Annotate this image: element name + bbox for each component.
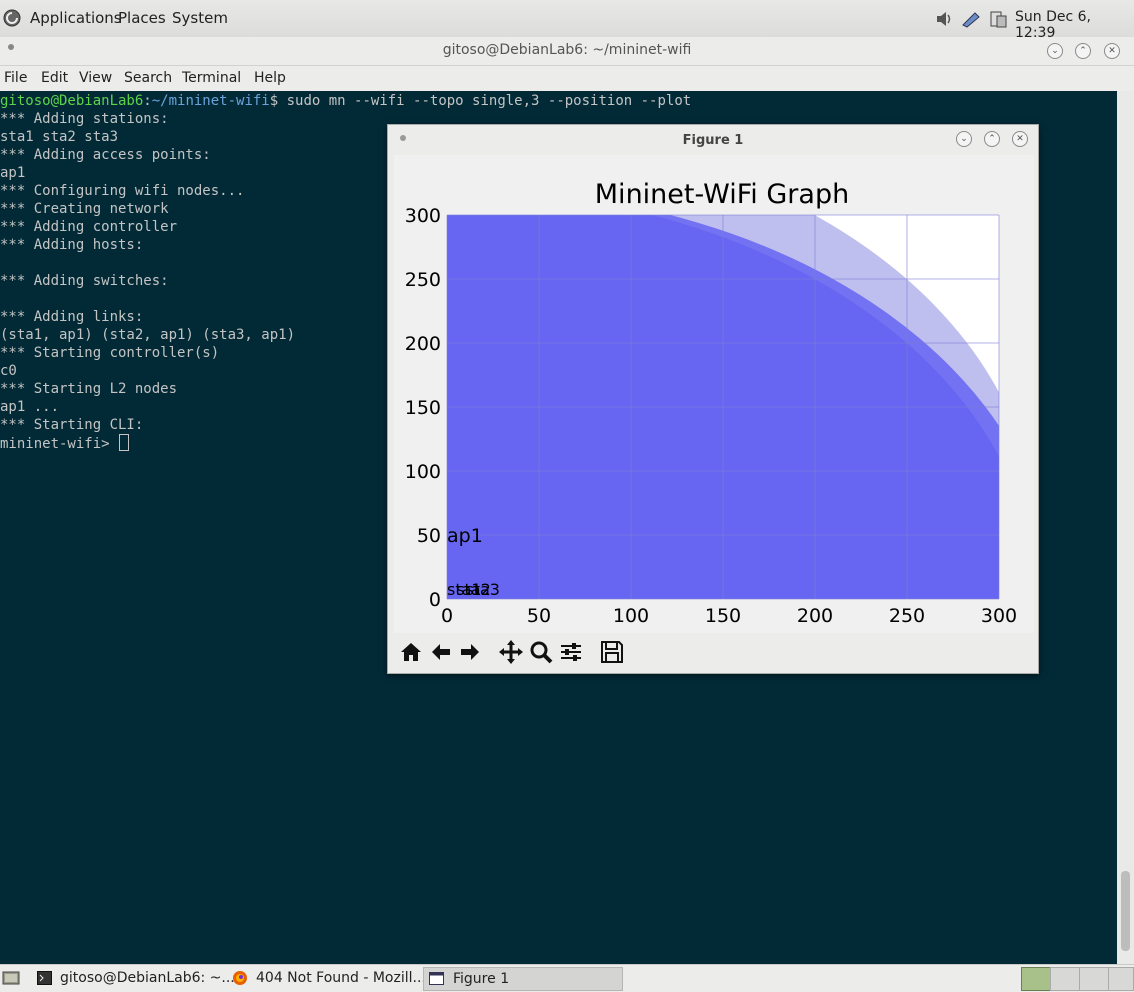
x-tick-label: 100 (613, 605, 649, 627)
menu-edit[interactable]: Edit (41, 70, 69, 86)
figure-window[interactable]: Figure 1 ⌄ ⌃ ✕ Mininet-WiFi Graph 0 50 100… (387, 124, 1039, 674)
firefox-icon (233, 971, 247, 985)
output-line: *** Creating network (0, 201, 169, 217)
output-line: *** Adding controller (0, 219, 178, 235)
node-label-sta3: sta3 (465, 580, 500, 599)
y-tick-label: 300 (405, 205, 441, 227)
prompt-path: ~/mininet-wifi (151, 93, 270, 109)
y-tick-label: 0 (429, 589, 441, 611)
figure-toolbar (394, 633, 1034, 671)
y-tick-label: 200 (405, 333, 441, 355)
text-cursor (119, 434, 130, 451)
output-line: c0 (0, 363, 17, 379)
figure-minimize-icon[interactable]: ⌄ (956, 131, 972, 147)
prompt-separator: : (143, 93, 152, 109)
x-tick-label: 200 (797, 605, 833, 627)
x-tick-label: 50 (527, 605, 551, 627)
figure-maximize-icon[interactable]: ⌃ (984, 131, 1000, 147)
menu-terminal[interactable]: Terminal (182, 70, 242, 86)
scrollbar-thumb[interactable] (1121, 871, 1130, 951)
volume-icon[interactable] (934, 9, 954, 29)
command-line: gitoso@DebianLab6:~/mininet-wifi$ sudo m… (0, 92, 691, 110)
output-line: *** Starting L2 nodes (0, 381, 178, 397)
x-tick-label: 150 (705, 605, 741, 627)
menu-view[interactable]: View (79, 70, 113, 86)
forward-arrow-icon[interactable] (457, 639, 483, 665)
task-label: 404 Not Found - Mozill... (256, 970, 426, 986)
task-terminal[interactable]: gitoso@DebianLab6: ~... (31, 967, 235, 989)
output-line: *** Adding switches: (0, 273, 169, 289)
y-tick-label: 250 (405, 269, 441, 291)
task-firefox[interactable]: 404 Not Found - Mozill... (227, 967, 426, 989)
node-label-sta1: sta1 (447, 580, 482, 599)
y-tick-label: 150 (405, 397, 441, 419)
network-icon[interactable] (961, 9, 981, 29)
terminal-titlebar[interactable]: gitoso@DebianLab6: ~/mininet-wifi ⌄ ⌃ ✕ (0, 37, 1134, 66)
workspace-4[interactable] (1108, 967, 1134, 991)
plot-svg[interactable]: Mininet-WiFi Graph 0 50 100 150 200 250 300 0 50… (394, 155, 1034, 633)
terminal-scrollbar[interactable] (1117, 91, 1134, 964)
maximize-icon[interactable]: ⌃ (1075, 43, 1091, 59)
minimize-icon[interactable]: ⌄ (1047, 43, 1063, 59)
places-menu[interactable]: Places (118, 9, 166, 27)
y-tick-label: 100 (405, 461, 441, 483)
cli-prompt-line[interactable]: mininet-wifi> (0, 434, 130, 452)
output-line: *** Adding stations: (0, 111, 169, 127)
output-line: (sta1, ap1) (sta2, ap1) (sta3, ap1) (0, 327, 296, 343)
workspace-3[interactable] (1079, 967, 1109, 991)
top-panel: Applications Places System Sun Dec 6, 12… (0, 0, 1134, 41)
menu-file[interactable]: File (4, 70, 28, 86)
debian-logo-icon[interactable] (3, 9, 21, 27)
x-tick-label: 300 (981, 605, 1017, 627)
figure-titlebar[interactable]: Figure 1 ⌄ ⌃ ✕ (388, 125, 1038, 155)
clipboard-icon[interactable] (988, 9, 1008, 29)
applications-menu[interactable]: Applications (30, 9, 122, 27)
output-line: *** Adding hosts: (0, 237, 144, 253)
figure-title: Figure 1 (682, 133, 744, 148)
command-text: $ sudo mn --wifi --topo single,3 --posit… (269, 93, 692, 109)
output-line: *** Configuring wifi nodes... (0, 183, 245, 199)
prompt-user: gitoso@DebianLab6 (0, 93, 144, 109)
save-icon[interactable] (599, 639, 625, 665)
menu-search[interactable]: Search (124, 70, 173, 86)
task-label: gitoso@DebianLab6: ~... (60, 970, 235, 986)
x-tick-label: 0 (441, 605, 453, 627)
pan-icon[interactable] (498, 639, 524, 665)
home-icon[interactable] (398, 639, 424, 665)
workspace-1[interactable] (1021, 967, 1051, 991)
output-line: *** Starting CLI: (0, 417, 144, 433)
task-figure[interactable]: Figure 1 (423, 967, 623, 991)
node-label-sta2: sta2 (456, 580, 491, 599)
window-icon (429, 972, 444, 985)
output-line: *** Adding access points: (0, 147, 211, 163)
workspace-2[interactable] (1050, 967, 1080, 991)
task-label: Figure 1 (453, 971, 510, 987)
node-label-ap1: ap1 (447, 525, 483, 547)
output-line: *** Adding links: (0, 309, 144, 325)
figure-window-menu-icon[interactable] (400, 135, 406, 141)
zoom-icon[interactable] (528, 639, 554, 665)
terminal-title: gitoso@DebianLab6: ~/mininet-wifi (442, 42, 692, 58)
back-arrow-icon[interactable] (428, 639, 454, 665)
chart-title: Mininet-WiFi Graph (595, 179, 849, 210)
terminal-icon (37, 971, 52, 985)
close-icon[interactable]: ✕ (1104, 43, 1120, 59)
terminal-menubar: File Edit View Search Terminal Help (0, 66, 1134, 91)
output-line: ap1 (0, 165, 26, 181)
y-tick-label: 50 (417, 525, 441, 547)
configure-subplots-icon[interactable] (558, 639, 584, 665)
show-desktop-icon[interactable] (2, 970, 20, 986)
menu-help[interactable]: Help (254, 70, 286, 86)
system-menu[interactable]: System (172, 9, 228, 27)
output-line: *** Starting controller(s) (0, 345, 220, 361)
output-line: sta1 sta2 sta3 (0, 129, 119, 145)
figure-close-icon[interactable]: ✕ (1012, 131, 1028, 147)
x-tick-label: 250 (889, 605, 925, 627)
window-menu-icon[interactable] (8, 44, 14, 50)
cli-prompt: mininet-wifi> (0, 436, 119, 452)
output-line: ap1 ... (0, 399, 60, 415)
plot-canvas[interactable]: Mininet-WiFi Graph 0 50 100 150 200 250 300 0 50… (394, 155, 1034, 633)
taskbar: gitoso@DebianLab6: ~... 404 Not Found - … (0, 964, 1134, 992)
